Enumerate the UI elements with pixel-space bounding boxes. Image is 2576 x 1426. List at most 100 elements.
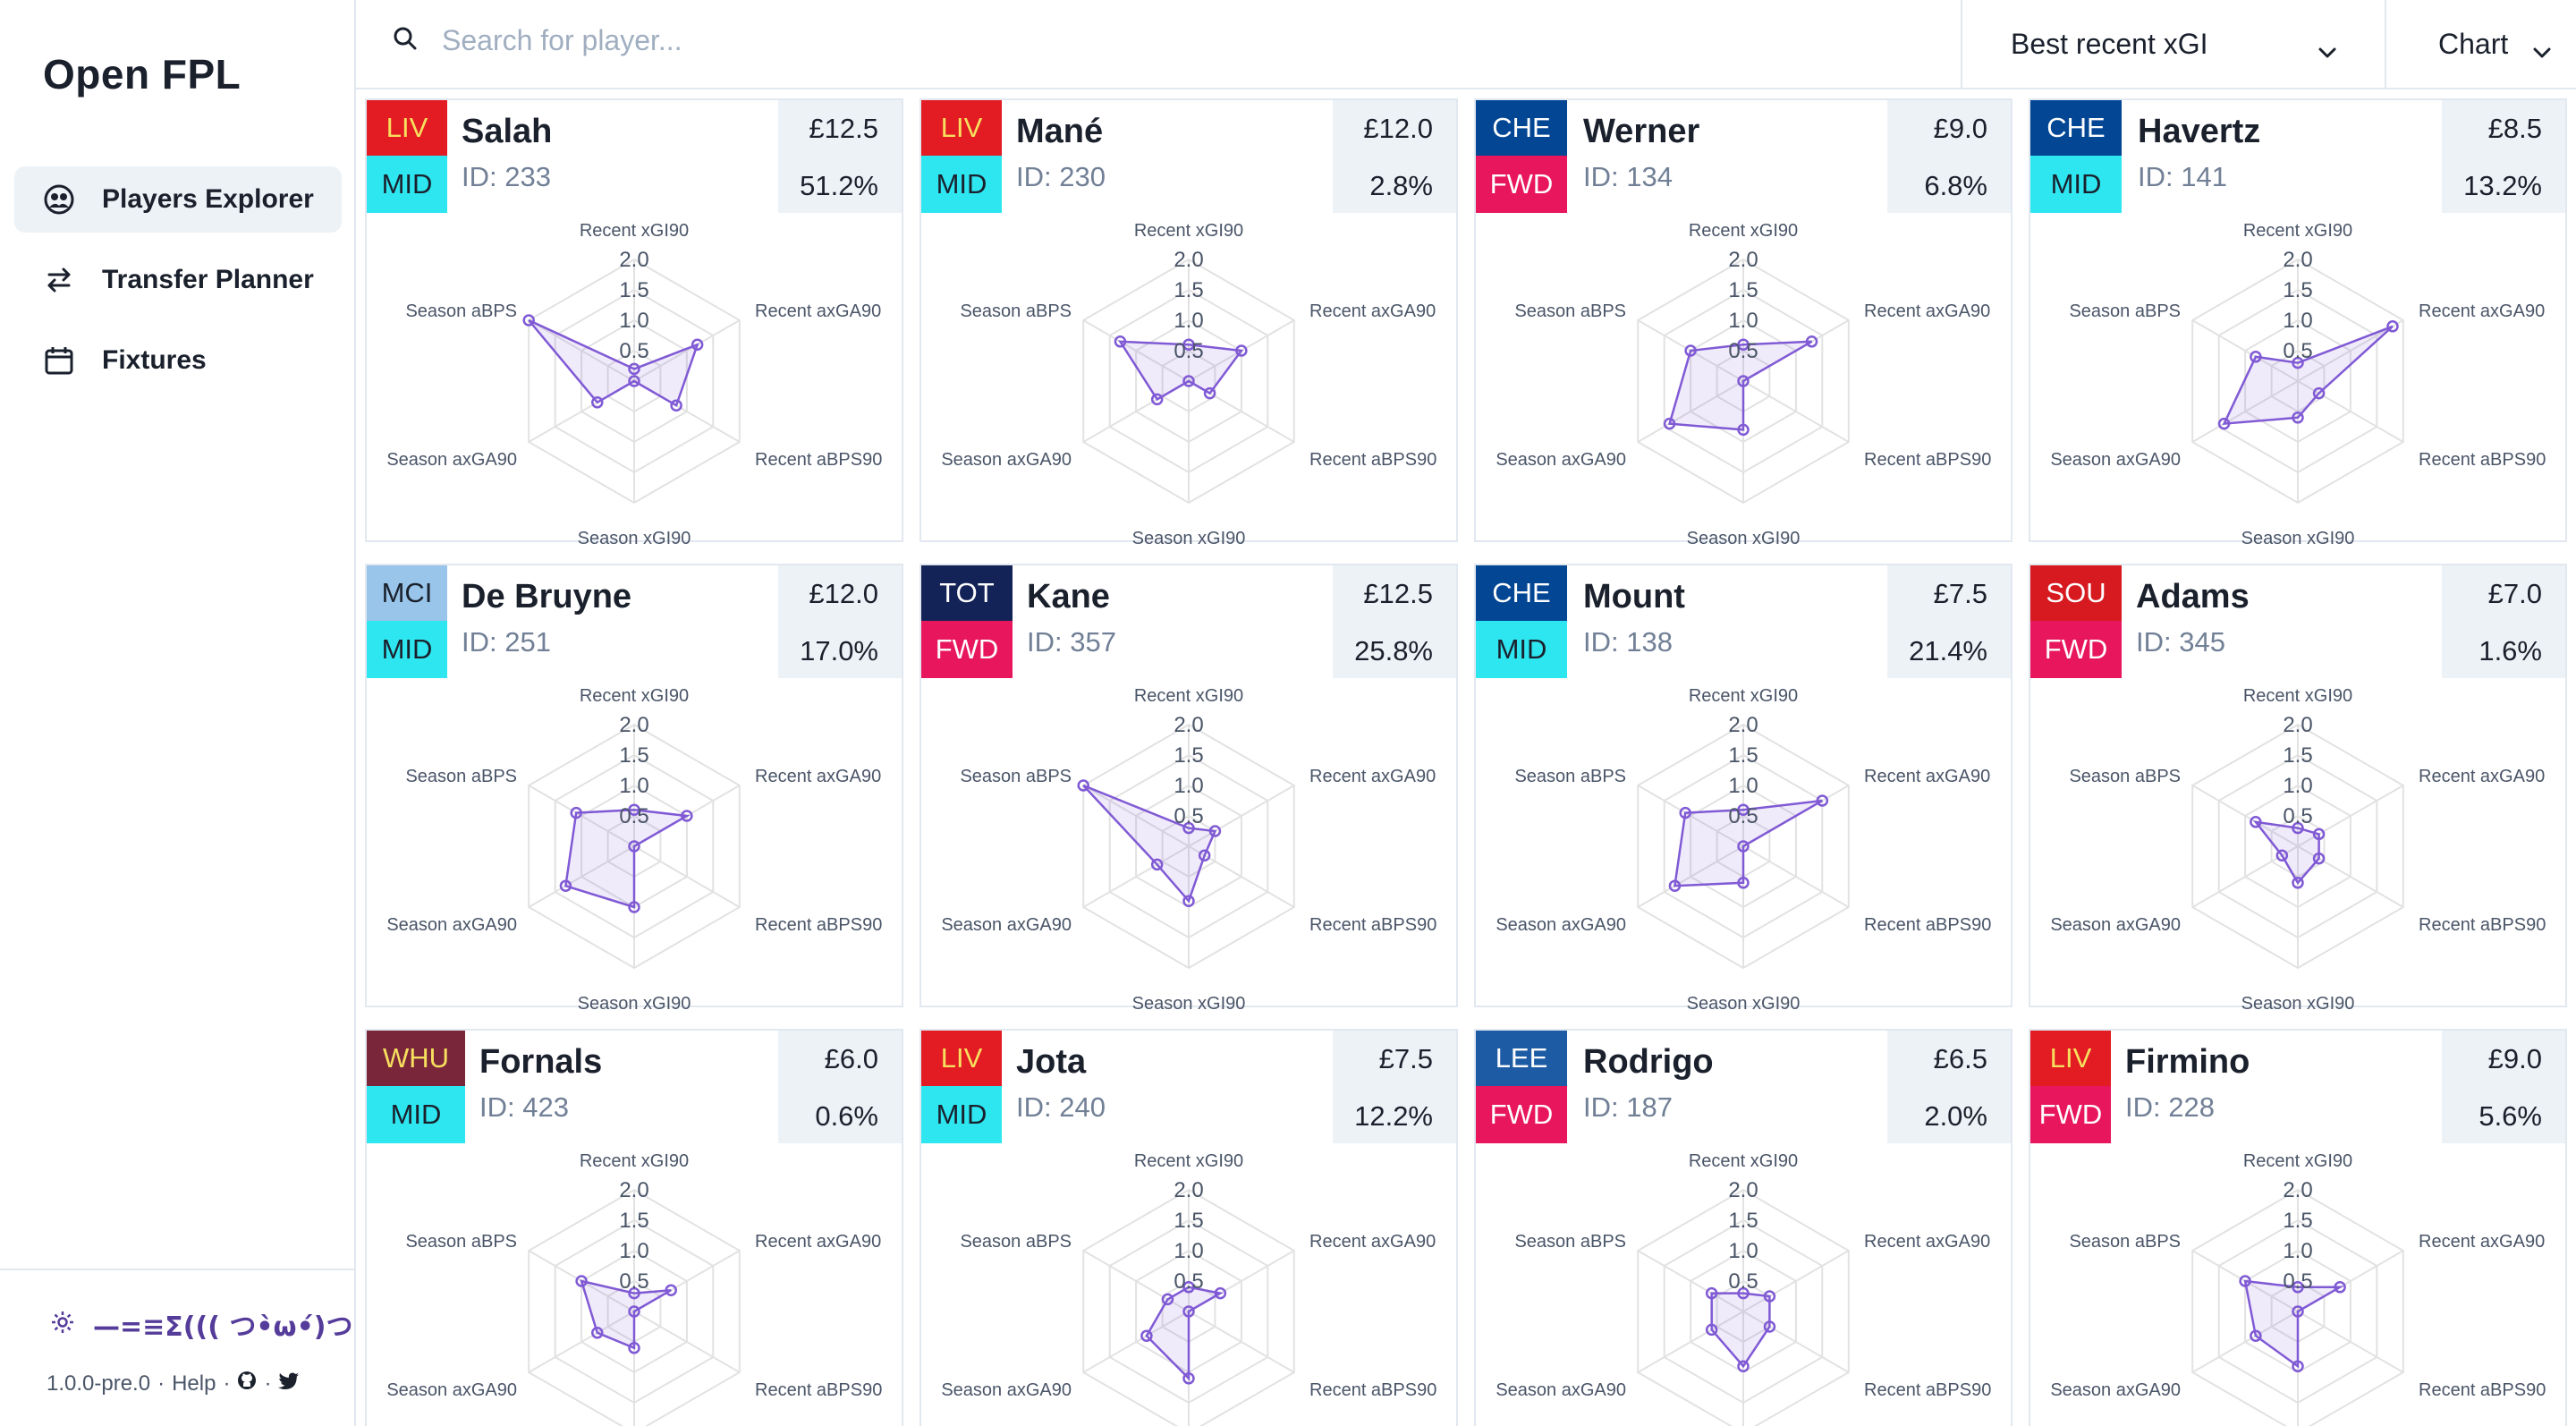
player-card[interactable]: CHE MID Havertz ID: 141 £8.5 13.2% 0.5 1.0 1.5 2.… — [2029, 98, 2567, 548]
stat-box: £12.0 17.0% — [778, 565, 902, 678]
radar-point — [1198, 849, 1211, 862]
radar-axis-label: Recent xGI90 — [2243, 686, 2352, 706]
gear-icon[interactable] — [50, 1310, 75, 1339]
radar-spoke — [633, 1311, 741, 1373]
sidebar-item-transfer-planner[interactable]: Transfer Planner — [14, 247, 342, 313]
radar-chart: 0.5 1.0 1.5 2.0 Recent xGI90 Recent axGA90 Rec… — [2050, 1151, 2546, 1426]
player-id: ID: 141 — [2138, 161, 2227, 192]
radar-point — [1737, 877, 1750, 889]
radar-tick-label: 1.5 — [1174, 278, 1203, 302]
player-name[interactable]: Fornals — [479, 1043, 603, 1081]
player-card[interactable]: LIV MID Jota ID: 240 £7.5 12.2% 0.5 1.0 1.5 2.0 Re… — [919, 1029, 1458, 1426]
radar-axis-label: Recent aBPS90 — [2419, 450, 2546, 470]
radar-tick-label: 2.0 — [2283, 1178, 2312, 1202]
player-card[interactable]: LIV MID Salah ID: 233 £12.5 51.2% 0.5 1.0 1.5 2.0… — [365, 98, 903, 548]
radar-tick-label: 1.5 — [2283, 278, 2312, 302]
github-icon[interactable] — [237, 1371, 257, 1396]
radar-axis-label: Recent xGI90 — [1689, 221, 1798, 241]
player-price: £9.0 — [2487, 1043, 2542, 1074]
radar-point — [1763, 1290, 1776, 1303]
player-card[interactable]: LEE FWD Rodrigo ID: 187 £6.5 2.0% 0.5 1.0 1.5 2.0… — [1474, 1029, 2012, 1426]
stat-box: £9.0 5.6% — [2442, 1031, 2565, 1143]
radar-tick-label: 1.5 — [1728, 743, 1758, 768]
radar-series-area — [1145, 1286, 1224, 1381]
radar-grid-ring — [1082, 1188, 1295, 1426]
player-name[interactable]: Havertz — [2138, 113, 2261, 150]
player-name[interactable]: Salah — [462, 113, 553, 150]
radar-tick-label: 2.0 — [619, 713, 648, 737]
sidebar-footer: —=≡Σ((( つ•̀ω•́)つ 1.0.0-pre.0 · Help · · — [0, 1269, 354, 1426]
radar-tick-label: 1.0 — [619, 1239, 648, 1263]
radar-tick-label: 2.0 — [619, 248, 648, 272]
player-card[interactable]: MCI MID De Bruyne ID: 251 £12.0 17.0% 0.5 1.0 1.… — [365, 564, 903, 1014]
team-badge: TOT — [921, 565, 1013, 621]
player-name[interactable]: Kane — [1027, 578, 1110, 615]
radar-point — [628, 1342, 640, 1354]
radar-point — [1737, 423, 1750, 437]
radar-tick-label: 1.5 — [2283, 743, 2312, 768]
search-input[interactable] — [440, 23, 1875, 58]
radar-point — [1214, 1286, 1227, 1300]
radar-spoke — [1188, 1311, 1295, 1373]
radar-axis-label: Season axGA90 — [2050, 1380, 2181, 1400]
player-price: £7.5 — [1933, 578, 1987, 609]
radar-axis-label: Recent xGI90 — [1134, 1151, 1243, 1171]
player-card[interactable]: WHU MID Fornals ID: 423 £6.0 0.6% 0.5 1.0 1.5 2.0… — [365, 1029, 903, 1426]
radar-series-area — [580, 1279, 672, 1350]
player-price: £12.5 — [809, 113, 878, 144]
player-name[interactable]: Adams — [2136, 578, 2250, 615]
radar-point — [1737, 1286, 1750, 1300]
brand-logo[interactable]: Open FPL — [43, 51, 242, 98]
player-name[interactable]: De Bruyne — [462, 578, 632, 615]
sidebar-item-players-explorer[interactable]: Players Explorer — [14, 166, 342, 233]
search-icon — [392, 25, 419, 56]
radar-axis-label: Recent aBPS90 — [755, 1380, 882, 1400]
player-name[interactable]: Firmino — [2125, 1043, 2250, 1081]
radar-spoke — [2191, 1311, 2299, 1373]
team-badge: CHE — [1476, 100, 1567, 156]
player-card[interactable]: SOU FWD Adams ID: 345 £7.0 1.6% 0.5 1.0 1.5 2.0 Re… — [2029, 564, 2567, 1014]
player-name[interactable]: Werner — [1583, 113, 1700, 150]
stat-box: £12.0 2.8% — [1333, 100, 1456, 213]
radar-series-area — [1082, 784, 1217, 904]
player-name[interactable]: Mané — [1016, 113, 1104, 150]
radar-axis-label: Recent aBPS90 — [1864, 1380, 1991, 1400]
footer-links: 1.0.0-pre.0 · Help · · — [47, 1371, 300, 1396]
settings-row: —=≡Σ((( つ•̀ω•́)つ — [50, 1304, 352, 1344]
radar-series-area — [2252, 820, 2320, 885]
radar-axis-label: Recent aBPS90 — [755, 915, 882, 935]
radar-point — [2386, 320, 2399, 333]
player-name[interactable]: Jota — [1016, 1043, 1087, 1081]
radar-axis-label: Season xGI90 — [578, 529, 691, 548]
player-id: ID: 134 — [1583, 161, 1673, 192]
separator: · — [223, 1371, 231, 1396]
radar-axis-label: Recent xGI90 — [1689, 686, 1798, 706]
radar-spoke — [1742, 380, 1850, 443]
player-card[interactable]: TOT FWD Kane ID: 357 £12.5 25.8% 0.5 1.0 1.5 2.0 R… — [919, 564, 1458, 1014]
twitter-icon[interactable] — [278, 1371, 300, 1396]
sidebar-item-fixtures[interactable]: Fixtures — [14, 327, 342, 394]
help-link[interactable]: Help — [172, 1371, 216, 1396]
position-badge: MID — [2030, 156, 2122, 213]
player-card[interactable]: CHE MID Mount ID: 138 £7.5 21.4% 0.5 1.0 1.5 2.0 R… — [1474, 564, 2012, 1014]
sort-select[interactable]: Best recent xGI — [1961, 0, 2385, 88]
player-name[interactable]: Mount — [1583, 578, 1685, 615]
radar-axis-label: Season aBPS — [960, 767, 1072, 786]
radar-spoke — [633, 319, 741, 382]
stat-box: £9.0 6.8% — [1887, 100, 2011, 213]
view-mode-value: Chart — [2438, 27, 2509, 60]
view-mode-select[interactable]: Chart — [2385, 0, 2576, 88]
radar-point — [628, 1286, 640, 1300]
radar-tick-label: 1.5 — [1728, 278, 1758, 302]
radar-spoke — [1637, 380, 1744, 443]
radar-chart: 0.5 1.0 1.5 2.0 Recent xGI90 Recent axGA90 Rec… — [2050, 686, 2546, 1014]
player-name[interactable]: Rodrigo — [1583, 1043, 1714, 1081]
player-card[interactable]: CHE FWD Werner ID: 134 £9.0 6.8% 0.5 1.0 1.5 2.0 R… — [1474, 98, 2012, 548]
player-card[interactable]: LIV FWD Firmino ID: 228 £9.0 5.6% 0.5 1.0 1.5 2.0… — [2029, 1029, 2567, 1426]
radar-point — [1114, 335, 1127, 348]
player-ownership: 0.6% — [815, 1100, 878, 1132]
radar-tick-label: 0.5 — [2283, 1269, 2312, 1294]
radar-axis-label: Season axGA90 — [2050, 450, 2181, 470]
radar-point — [1737, 375, 1750, 387]
player-card[interactable]: LIV MID Mané ID: 230 £12.0 2.8% 0.5 1.0 1.5 2.0 Re… — [919, 98, 1458, 548]
